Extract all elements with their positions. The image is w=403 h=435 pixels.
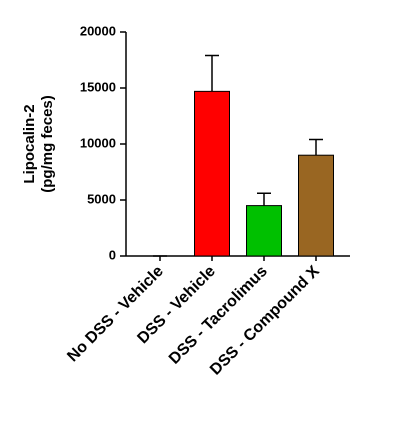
bar — [194, 90, 230, 257]
y-axis-title: Lipocalin-2 (pg/mg feces) — [21, 95, 56, 193]
error-bar — [257, 192, 271, 206]
y-axis-title-line: (pg/mg feces) — [39, 95, 56, 193]
bar — [298, 154, 334, 257]
y-tick-label: 10000 — [80, 135, 116, 150]
x-tick-label: DSS - Tacrolimus — [166, 263, 271, 368]
y-tick-label: 20000 — [80, 23, 116, 38]
error-bar — [309, 138, 323, 156]
error-bar — [205, 54, 219, 92]
y-tick-label: 0 — [109, 247, 116, 262]
y-tick-label: 5000 — [87, 191, 116, 206]
y-tick-label: 15000 — [80, 79, 116, 94]
y-axis-title-line: Lipocalin-2 — [21, 104, 38, 183]
bar — [246, 205, 282, 257]
x-tick-label: No DSS - Vehicle — [64, 263, 167, 366]
